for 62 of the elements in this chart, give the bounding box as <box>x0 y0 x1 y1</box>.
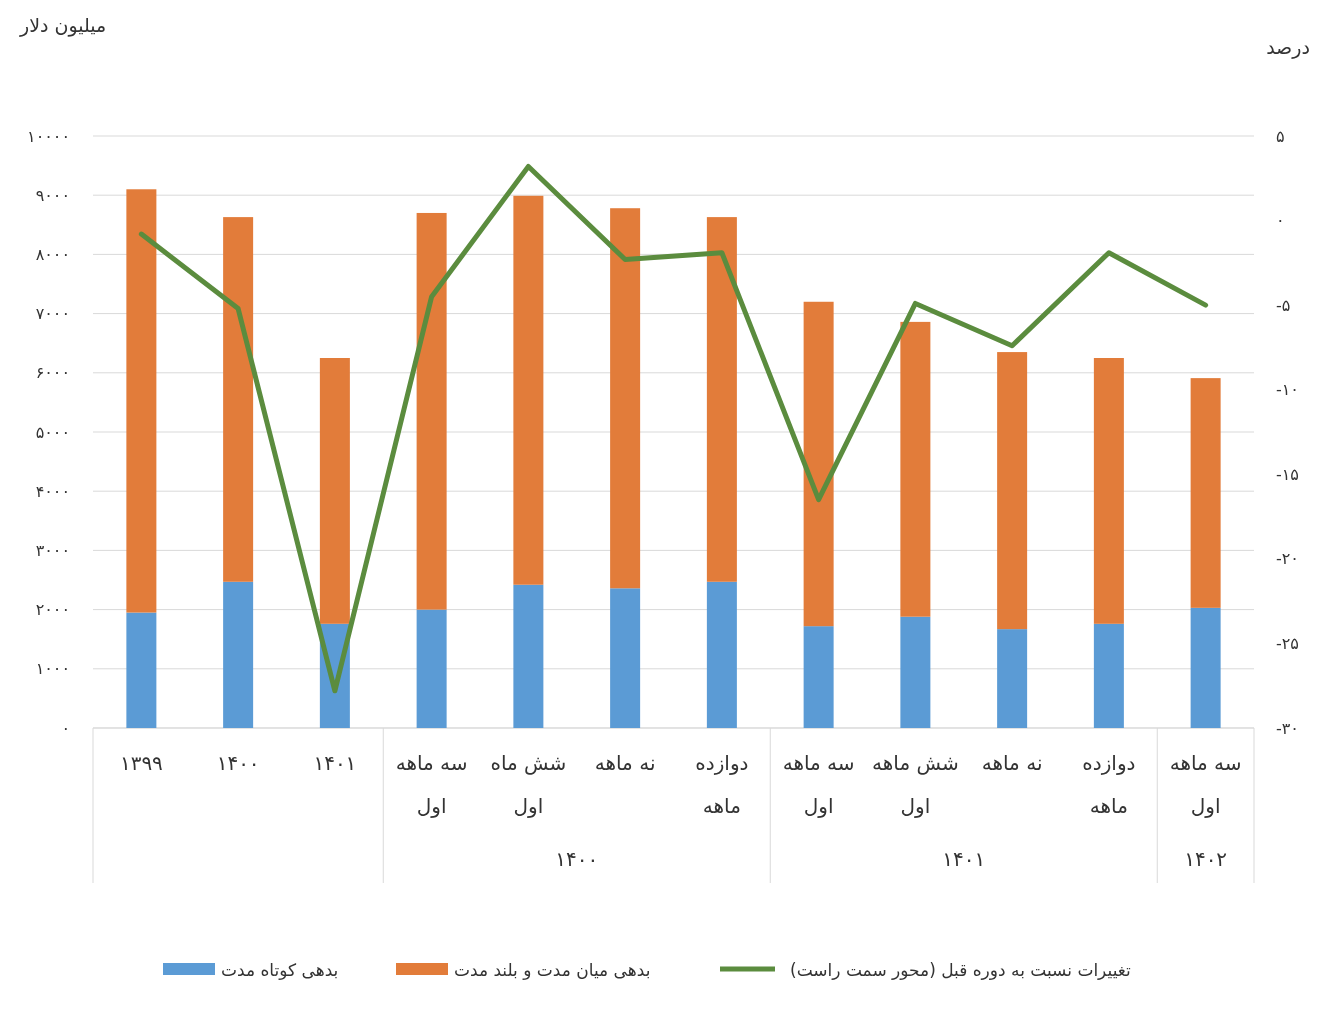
text: ۱۴۰۲ <box>1184 847 1228 871</box>
bar <box>997 352 1028 630</box>
bar <box>319 358 350 624</box>
bar <box>706 581 737 728</box>
x-tick-label: شش ماه اول <box>490 751 567 818</box>
bar <box>803 626 834 728</box>
legend-label: بدهی کوتاه مدت <box>221 960 339 980</box>
y2-tick-label: ۵ <box>1276 126 1285 146</box>
text: ۱۴۰۰ <box>555 847 599 871</box>
x-tick-label: ۱۴۰۱ <box>313 751 357 775</box>
y-tick-label: ۵۰۰۰ <box>35 422 70 442</box>
y2-tick-label: -۱۰ <box>1276 380 1299 400</box>
y2-axis-title: درصد <box>1266 36 1310 59</box>
y-tick-label: ۹۰۰۰ <box>35 185 70 205</box>
text: ۱۴۰۱ <box>942 847 986 871</box>
y-tick-label: ۷۰۰۰ <box>35 304 70 324</box>
bar <box>223 217 254 582</box>
bar <box>513 195 544 585</box>
bar <box>126 189 157 613</box>
bar <box>610 588 641 728</box>
x-tick-label: دوازده ماهه <box>1082 751 1136 818</box>
y2-tick-label: -۱۵ <box>1276 464 1299 484</box>
x-tick-label: سه ماهه اول <box>395 751 468 818</box>
bar <box>1190 607 1221 728</box>
bar <box>997 629 1028 728</box>
bar <box>900 321 931 617</box>
bar <box>1093 358 1124 624</box>
bar <box>900 616 931 728</box>
y-tick-label: ۸۰۰۰ <box>35 245 70 264</box>
y2-tick-label: -۲۰ <box>1276 549 1299 569</box>
y-tick-label: ۴۰۰۰ <box>35 481 70 501</box>
y2-tick-label: ۰ <box>1276 211 1285 231</box>
bar <box>610 208 641 589</box>
y2-tick-label: -۲۵ <box>1276 634 1299 654</box>
y-tick-label: ۳۰۰۰ <box>35 541 70 560</box>
bar <box>1093 623 1124 728</box>
legend-label: بدهی میان مدت و بلند مدت <box>454 960 651 980</box>
legend-label: تغییرات نسبت به دوره قبل (محور سمت راست) <box>790 960 1131 980</box>
y-tick-label: ۱۰۰۰۰ <box>27 126 70 146</box>
bar <box>1190 378 1221 608</box>
y-tick-label: ۲۰۰۰ <box>35 600 70 620</box>
x-tick-label: ۱۴۰۰ <box>216 751 260 775</box>
x-tick-label: ۱۳۹۹ <box>119 751 163 775</box>
y-tick-label: ۶۰۰۰ <box>35 363 70 383</box>
x-tick-label: نه ماهه <box>981 751 1043 775</box>
bar <box>513 584 544 728</box>
bar <box>126 612 157 728</box>
x-tick-label: نه ماهه <box>594 751 656 775</box>
y2-tick-label: -۳۰ <box>1276 718 1299 738</box>
bar <box>223 581 254 728</box>
bar <box>706 217 737 582</box>
x-tick-label: سه ماهه اول <box>1169 751 1242 818</box>
x-tick-label: سه ماهه اول <box>782 751 855 818</box>
y-axis-title: میلیون دلار <box>19 14 107 37</box>
y-tick-label: ۰ <box>61 718 70 738</box>
x-tick-label: شش ماهه اول <box>872 751 959 818</box>
bar <box>416 212 447 610</box>
x-tick-label: دوازده ماهه <box>695 751 749 818</box>
bar <box>803 301 834 627</box>
y2-tick-label: -۵ <box>1276 295 1291 315</box>
y-tick-label: ۱۰۰۰ <box>35 659 70 679</box>
bar <box>416 609 447 728</box>
